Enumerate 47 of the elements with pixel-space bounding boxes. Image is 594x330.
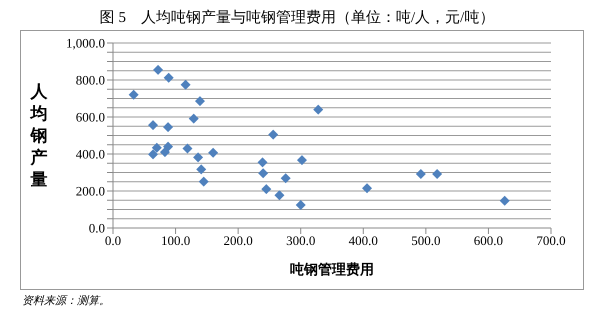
point bbox=[313, 104, 324, 115]
x-tick-label: 700.0 bbox=[536, 233, 566, 248]
y-tick-label: 600.0 bbox=[76, 110, 105, 125]
point bbox=[196, 164, 206, 174]
x-tick-label: 500.0 bbox=[411, 233, 440, 248]
point bbox=[432, 168, 442, 179]
x-tick-label: 200.0 bbox=[224, 233, 253, 248]
y-axis-title: 人均钢产量 bbox=[29, 81, 48, 191]
y-tick-label: 0.0 bbox=[88, 220, 105, 236]
point bbox=[163, 122, 174, 132]
chart-title: 图 5 人均吨钢产量与吨钢管理费用（单位：吨/人，元/吨） bbox=[98, 8, 496, 28]
point bbox=[148, 120, 158, 130]
point bbox=[152, 142, 162, 153]
x-tick-label: 300.0 bbox=[286, 233, 316, 248]
x-tick-label: 0.0 bbox=[104, 233, 122, 248]
x-tick-label: 600.0 bbox=[474, 233, 504, 248]
point bbox=[274, 190, 284, 200]
y-tick-label: 200.0 bbox=[76, 184, 105, 199]
point bbox=[416, 168, 426, 179]
point bbox=[164, 72, 174, 83]
point bbox=[193, 152, 204, 162]
point bbox=[188, 114, 199, 124]
point bbox=[261, 184, 272, 194]
point bbox=[280, 173, 291, 184]
point bbox=[296, 200, 306, 210]
text: 资料来源：测算。 bbox=[22, 294, 111, 308]
y-tick-label: 400.0 bbox=[76, 146, 105, 162]
x-tick-label: 100.0 bbox=[160, 233, 190, 248]
point bbox=[208, 148, 218, 158]
point bbox=[163, 142, 174, 152]
point bbox=[258, 168, 268, 178]
x-axis-title: 吨钢管理费用 bbox=[290, 262, 374, 278]
point bbox=[194, 96, 205, 106]
point bbox=[128, 90, 139, 100]
point bbox=[198, 176, 209, 187]
x-tick-label: 400.0 bbox=[348, 233, 378, 248]
point bbox=[258, 157, 268, 168]
point bbox=[153, 64, 164, 75]
point bbox=[362, 183, 372, 194]
point bbox=[180, 80, 191, 90]
point bbox=[500, 196, 510, 206]
point bbox=[182, 143, 192, 154]
point bbox=[296, 155, 307, 166]
point bbox=[268, 130, 278, 140]
y-tick-label: 800.0 bbox=[76, 72, 105, 88]
point bbox=[148, 149, 158, 160]
y-tick-label: 1,000.0 bbox=[66, 36, 105, 51]
